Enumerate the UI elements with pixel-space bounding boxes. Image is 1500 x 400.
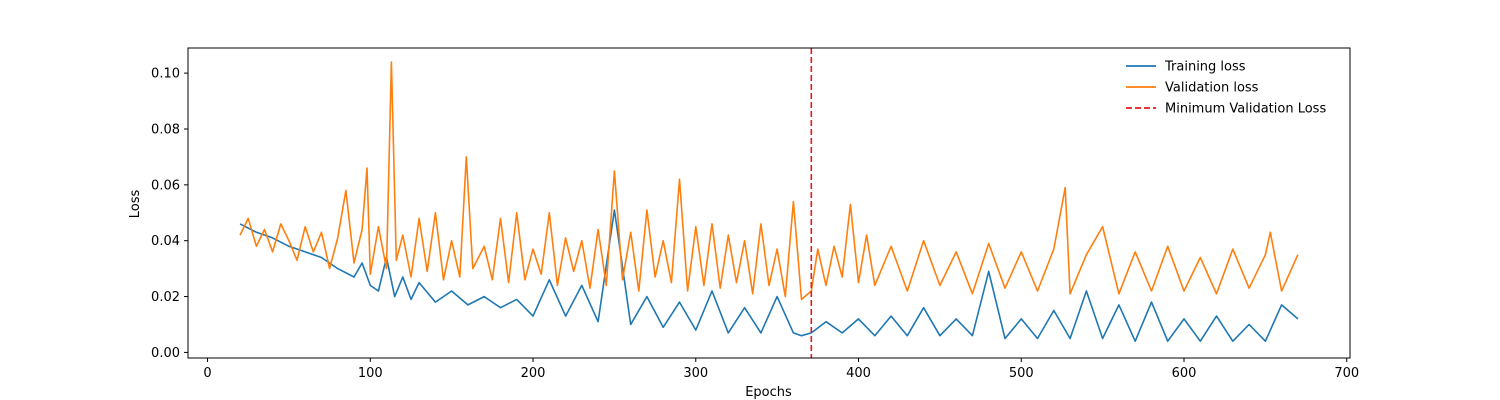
series-line-validation-loss — [239, 61, 1299, 301]
plot-frame — [187, 47, 1351, 359]
legend-validation-loss-label: Validation loss — [1165, 81, 1259, 96]
y-tick-label: 0.10 — [151, 67, 180, 82]
y-axis-label: Loss — [128, 190, 143, 219]
y-tick-label: 0.00 — [151, 346, 180, 361]
x-tick-label: 700 — [1334, 366, 1359, 381]
legend-training-loss-label: Training loss — [1164, 60, 1246, 75]
y-tick-label: 0.04 — [151, 234, 180, 249]
x-tick-label: 500 — [1009, 366, 1034, 381]
x-tick-label: 100 — [358, 366, 383, 381]
y-tick-label: 0.02 — [151, 290, 180, 305]
x-tick-label: 400 — [846, 366, 871, 381]
y-tick-label: 0.06 — [151, 178, 180, 193]
x-tick-label: 0 — [203, 366, 211, 381]
x-tick-label: 200 — [521, 366, 546, 381]
x-tick-label: 600 — [1172, 366, 1197, 381]
x-tick-label: 300 — [683, 366, 708, 381]
series-line-training-loss — [239, 209, 1299, 343]
legend-min-validation-loss-label: Minimum Validation Loss — [1165, 102, 1326, 117]
x-axis-label: Epochs — [745, 385, 792, 400]
y-tick-label: 0.08 — [151, 122, 180, 137]
